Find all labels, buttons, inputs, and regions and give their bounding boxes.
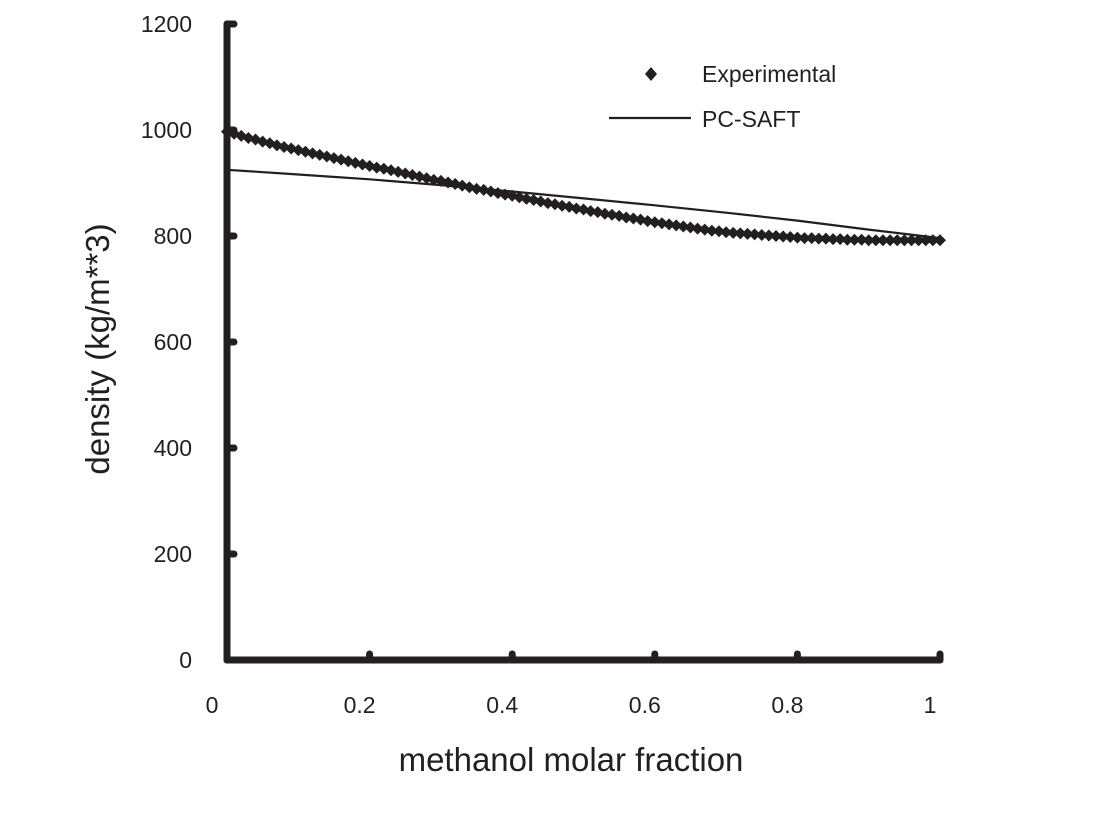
experimental-point bbox=[627, 212, 640, 225]
experimental-point bbox=[819, 232, 832, 245]
experimental-point bbox=[648, 216, 661, 229]
x-tick-label: 0.8 bbox=[771, 692, 803, 718]
experimental-point bbox=[691, 222, 704, 235]
y-tick-label: 200 bbox=[154, 541, 192, 567]
experimental-point bbox=[791, 231, 804, 244]
y-tick-label: 0 bbox=[179, 647, 192, 673]
experimental-point bbox=[641, 215, 654, 228]
experimental-points bbox=[221, 125, 946, 247]
experimental-point bbox=[827, 233, 840, 246]
experimental-point bbox=[912, 234, 925, 247]
experimental-point bbox=[705, 224, 718, 237]
y-tick-label: 1200 bbox=[141, 11, 192, 37]
y-tick-label: 600 bbox=[154, 329, 192, 355]
experimental-point bbox=[934, 234, 946, 247]
experimental-point bbox=[427, 173, 440, 186]
experimental-point bbox=[663, 218, 676, 231]
experimental-point bbox=[798, 232, 811, 245]
y-tick-label: 400 bbox=[154, 435, 192, 461]
x-tick-label: 1 bbox=[924, 692, 937, 718]
x-tick-label: 0.6 bbox=[629, 692, 661, 718]
x-axis-title: methanol molar fraction bbox=[399, 741, 744, 778]
pc-saft-line bbox=[226, 168, 941, 240]
experimental-point bbox=[698, 223, 711, 236]
experimental-point bbox=[905, 234, 918, 247]
experimental-point bbox=[848, 233, 861, 246]
y-tick-label: 800 bbox=[154, 223, 192, 249]
experimental-point bbox=[620, 211, 633, 224]
experimental-point bbox=[748, 228, 761, 241]
experimental-point bbox=[720, 226, 733, 239]
experimental-point bbox=[805, 232, 818, 245]
experimental-point bbox=[499, 188, 512, 201]
experimental-point bbox=[606, 208, 619, 221]
experimental-point bbox=[712, 225, 725, 238]
y-ticks: 0 200 400 600 800 1000 1200 bbox=[141, 11, 238, 673]
experimental-point bbox=[570, 202, 583, 215]
experimental-point bbox=[841, 233, 854, 246]
experimental-point bbox=[862, 234, 875, 247]
experimental-point bbox=[584, 205, 597, 218]
experimental-point bbox=[891, 234, 904, 247]
x-tick-label: 0.2 bbox=[344, 692, 376, 718]
experimental-point bbox=[556, 199, 569, 212]
y-axis-title: density (kg/m**3) bbox=[79, 223, 116, 474]
x-tick-label: 0.4 bbox=[486, 692, 518, 718]
x-ticks: 0 0.2 0.4 0.6 0.8 1 bbox=[206, 650, 944, 718]
experimental-point bbox=[876, 234, 889, 247]
experimental-point bbox=[655, 217, 668, 230]
x-tick-label: 0 bbox=[206, 692, 219, 718]
experimental-point bbox=[884, 234, 897, 247]
experimental-point bbox=[741, 227, 754, 240]
legend-pc-saft-label: PC-SAFT bbox=[702, 106, 800, 132]
experimental-point bbox=[784, 231, 797, 244]
experimental-point bbox=[684, 221, 697, 234]
experimental-point bbox=[869, 234, 882, 247]
legend-experimental-marker bbox=[645, 67, 657, 81]
experimental-point bbox=[670, 219, 683, 232]
experimental-point bbox=[919, 234, 932, 247]
experimental-point bbox=[470, 182, 483, 195]
experimental-point bbox=[727, 226, 740, 239]
experimental-point bbox=[762, 229, 775, 242]
experimental-point bbox=[755, 228, 768, 241]
experimental-point bbox=[520, 192, 533, 205]
experimental-point bbox=[598, 207, 611, 220]
experimental-point bbox=[812, 232, 825, 245]
experimental-point bbox=[855, 233, 868, 246]
experimental-point bbox=[926, 234, 939, 247]
experimental-point bbox=[834, 233, 847, 246]
legend: Experimental PC-SAFT bbox=[609, 61, 836, 132]
y-tick-label: 1000 bbox=[141, 117, 192, 143]
axes: 0 200 400 600 800 1000 1200 0 0.2 0.4 0.6 0.8 1 bbox=[141, 11, 944, 718]
plot-area bbox=[221, 125, 946, 247]
experimental-point bbox=[898, 234, 911, 247]
experimental-point bbox=[677, 220, 690, 233]
legend-experimental-label: Experimental bbox=[702, 61, 836, 87]
experimental-point bbox=[777, 230, 790, 243]
experimental-point bbox=[770, 230, 783, 242]
experimental-point bbox=[541, 197, 554, 210]
experimental-point bbox=[370, 161, 383, 174]
experimental-point bbox=[734, 227, 747, 240]
